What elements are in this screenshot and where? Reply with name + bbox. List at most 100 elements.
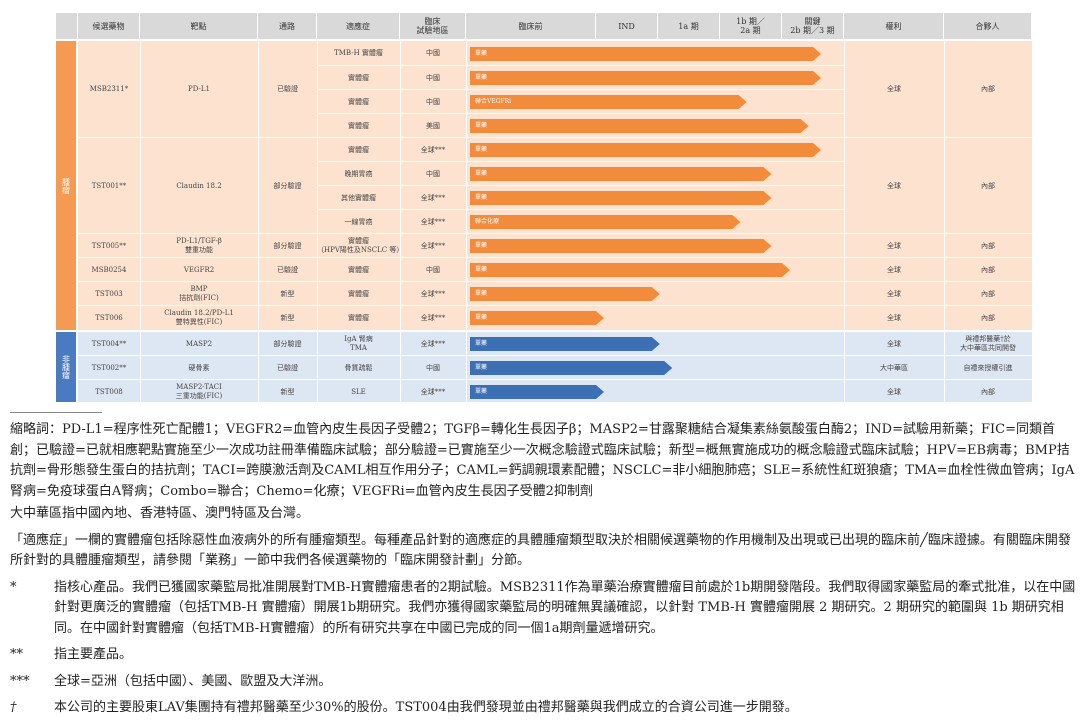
progress-bar-label: 單藥 bbox=[475, 194, 488, 201]
footnote-core: * 指核心產品。我們已獲國家藥監局批准開展對TMB-H實體瘤患者的2期試驗。MSB… bbox=[10, 579, 1076, 636]
cell-region: 中國 bbox=[426, 265, 440, 274]
cell-partner: 內部 bbox=[981, 387, 995, 396]
cell-pathway: 新型 bbox=[280, 387, 295, 396]
cell-indication: SLE bbox=[351, 387, 366, 396]
cell-candidate: MSB2311* bbox=[89, 85, 129, 93]
header-pathway: 通路 bbox=[258, 13, 317, 39]
pipeline-table: 候選藥物 靶點 通路 適應症 臨床 試驗地區 臨床前 IND 1a 期 1b 期／ 2a 期關鍵… bbox=[56, 13, 1032, 410]
header-corner bbox=[56, 13, 78, 39]
cell-partner: 內部 bbox=[981, 181, 995, 190]
progress-bar-label: 單藥 bbox=[475, 146, 488, 153]
column-divider bbox=[317, 41, 318, 404]
progress-bar bbox=[470, 143, 821, 157]
cell-region: 全球*** bbox=[420, 217, 446, 226]
row-divider bbox=[78, 305, 1032, 306]
progress-bar bbox=[470, 337, 660, 351]
header-indication: 適應症 bbox=[317, 13, 400, 39]
cell-indication: TMB-H 實體瘤 bbox=[334, 49, 383, 57]
progress-bar-label: 單藥 bbox=[475, 388, 488, 395]
column-divider bbox=[400, 41, 401, 404]
cell-indication: 實體瘤 bbox=[348, 289, 369, 298]
cell-pathway: 新型 bbox=[280, 313, 295, 322]
progress-bar-label: 聯合化療 bbox=[475, 218, 500, 225]
solid-tumor-note: 「適應症」一欄的實體瘤包括除惡性血液病外的所有腫瘤類型。每種產品針對的適應症的具… bbox=[10, 532, 1071, 569]
progress-bar-label: 單藥 bbox=[475, 74, 488, 81]
progress-bar-shape bbox=[470, 71, 821, 85]
cell-target: PD-L1/TGF-β 雙重功能 bbox=[176, 237, 222, 254]
cell-rights: 全球 bbox=[887, 265, 901, 274]
column-divider bbox=[844, 41, 845, 404]
cell-pathway: 已驗證 bbox=[277, 265, 298, 274]
progress-bar bbox=[470, 191, 772, 205]
cell-pathway: 部分驗證 bbox=[273, 339, 302, 348]
row-divider bbox=[78, 233, 1032, 234]
cell-indication: IgA 腎病 TMA bbox=[344, 335, 373, 352]
progress-bar-shape bbox=[470, 167, 772, 181]
progress-bar-shape bbox=[470, 311, 604, 325]
progress-bar bbox=[470, 95, 747, 109]
cell-partner: 內部 bbox=[981, 289, 995, 298]
progress-bar-shape bbox=[470, 361, 673, 375]
header-target: 靶點 bbox=[140, 13, 258, 39]
progress-bar-label: 單藥 bbox=[475, 266, 488, 273]
header-candidate: 候選藥物 bbox=[78, 13, 140, 39]
progress-bar-shape bbox=[470, 287, 660, 301]
row-divider bbox=[78, 40, 1032, 41]
cell-target: Claudin 18.2/PD-L1 雙特異性(FIC) bbox=[164, 309, 234, 326]
cell-partner: 內部 bbox=[981, 85, 995, 93]
cell-candidate: TST005** bbox=[91, 241, 127, 250]
progress-bar-shape bbox=[470, 239, 772, 253]
header-partner: 合夥人 bbox=[944, 13, 1032, 39]
row-divider bbox=[78, 281, 1032, 282]
cell-region: 中國 bbox=[426, 169, 440, 178]
row-divider bbox=[317, 113, 844, 114]
cell-indication: 其他實體瘤 bbox=[341, 193, 376, 202]
progress-bar bbox=[470, 287, 660, 301]
cell-rights: 全球 bbox=[887, 181, 901, 190]
cell-rights: 全球 bbox=[887, 313, 901, 322]
footnote-global: *** 全球=亞洲（包括中國）、美國、歐盟及大洋洲。 bbox=[10, 673, 332, 689]
cell-target: PD-L1 bbox=[188, 85, 210, 93]
progress-bar bbox=[470, 263, 790, 277]
cell-region: 中國 bbox=[426, 73, 440, 82]
cell-candidate: TST008 bbox=[95, 387, 123, 396]
progress-bar bbox=[470, 385, 604, 399]
progress-bar-label: 單藥 bbox=[475, 290, 488, 297]
cell-indication: 實體瘤 bbox=[348, 265, 369, 274]
cell-target: BMP 拮抗劑(FIC) bbox=[179, 285, 219, 302]
row-divider bbox=[78, 331, 1032, 332]
cell-indication: 實體瘤 bbox=[348, 73, 369, 82]
cell-pathway: 新型 bbox=[280, 289, 295, 298]
cell-region: 中國 bbox=[426, 363, 440, 372]
cell-target: Claudin 18.2 bbox=[176, 181, 222, 190]
cell-region: 中國 bbox=[426, 97, 440, 106]
cell-region: 全球*** bbox=[420, 313, 446, 322]
footnote-main: ** 指主要產品。 bbox=[10, 647, 133, 662]
progress-bar-label: 聯合VEGFRi bbox=[475, 98, 512, 105]
cell-target: MASP2-TACI 三重功能(FIC) bbox=[175, 383, 223, 400]
cell-region: 全球*** bbox=[420, 387, 446, 396]
cell-candidate: TST002** bbox=[91, 363, 127, 372]
cell-indication: 實體瘤 bbox=[348, 121, 369, 130]
row-divider bbox=[317, 89, 844, 90]
cell-indication: 一線胃癌 bbox=[344, 217, 373, 226]
progress-bar-label: 單藥 bbox=[475, 122, 488, 129]
cell-indication: 實體瘤 bbox=[348, 97, 369, 106]
greater-china-note: 大中華區指中國內地、香港特區、澳門特區及台灣。 bbox=[10, 506, 310, 521]
cell-partner: 內部 bbox=[981, 241, 995, 250]
cell-region: 全球*** bbox=[420, 241, 446, 250]
cell-target: MASP2 bbox=[185, 339, 213, 348]
progress-bar-shape bbox=[470, 263, 790, 277]
progress-bar bbox=[470, 239, 772, 253]
cell-rights: 全球 bbox=[887, 241, 901, 250]
row-divider bbox=[317, 161, 844, 162]
cell-candidate: TST001** bbox=[91, 181, 127, 190]
cell-region: 全球*** bbox=[420, 193, 446, 202]
progress-bar bbox=[470, 215, 741, 229]
progress-bar-label: 單藥 bbox=[475, 49, 488, 57]
progress-bar-label: 單藥 bbox=[475, 314, 488, 321]
cell-rights: 全球 bbox=[887, 289, 901, 298]
cell-region: 全球*** bbox=[420, 145, 446, 154]
progress-bar-label: 單藥 bbox=[475, 242, 488, 249]
cell-partner: 與禮邦醫藥†於 大中華區共同開發 bbox=[960, 335, 1016, 352]
